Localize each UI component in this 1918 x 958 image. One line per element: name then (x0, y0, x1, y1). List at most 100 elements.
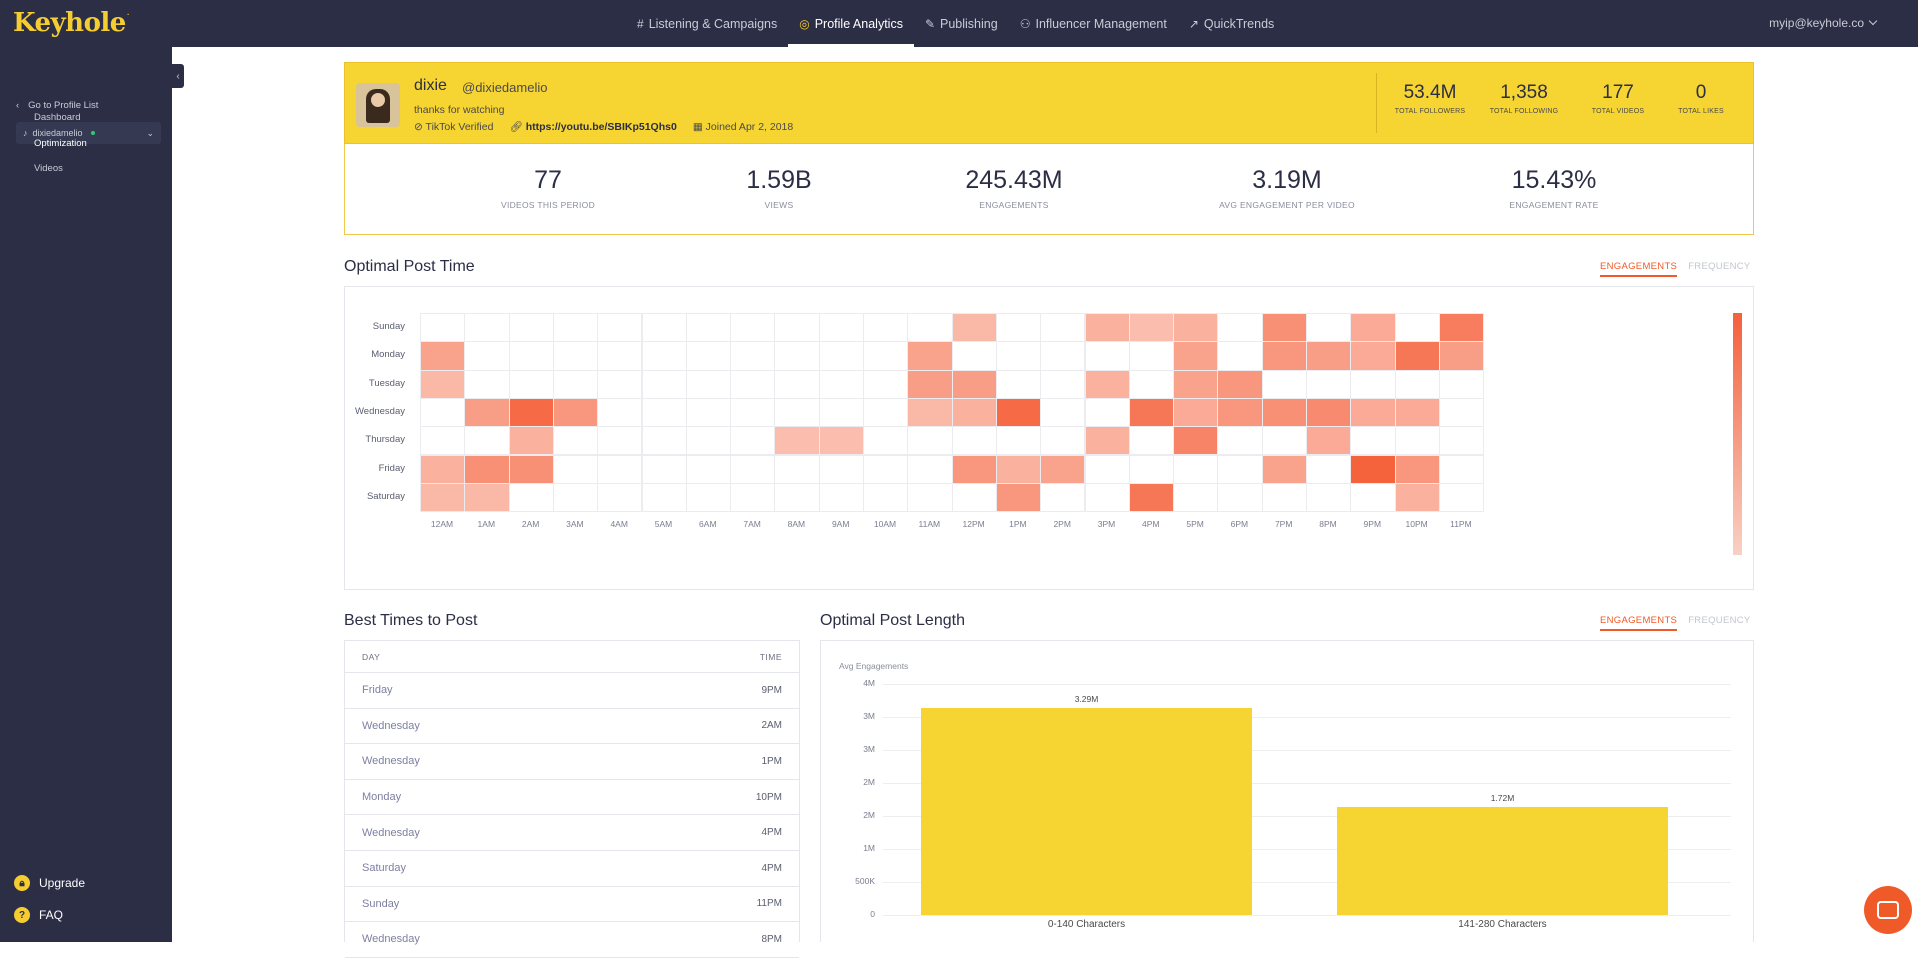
heatmap-cell[interactable] (818, 313, 864, 343)
tab-engagements[interactable]: ENGAGEMENTS (1600, 261, 1678, 277)
heatmap-cell[interactable] (464, 482, 510, 513)
heatmap-cell[interactable] (730, 397, 776, 428)
heatmap-cell[interactable] (1350, 426, 1396, 456)
heatmap-cell[interactable] (1084, 313, 1130, 343)
heatmap-cell[interactable] (730, 341, 776, 371)
heatmap-cell[interactable] (1306, 313, 1352, 343)
heatmap-cell[interactable] (1217, 369, 1263, 399)
heatmap-cell[interactable] (1040, 454, 1086, 484)
heatmap-cell[interactable] (552, 341, 599, 371)
heatmap-cell[interactable] (907, 397, 953, 428)
heatmap-cell[interactable] (597, 369, 643, 399)
heatmap-cell[interactable] (420, 426, 466, 456)
heatmap-cell[interactable] (597, 313, 643, 343)
heatmap-cell[interactable] (508, 454, 554, 484)
heatmap-cell[interactable] (1394, 482, 1440, 513)
heatmap-cell[interactable] (1261, 369, 1307, 399)
heatmap-cell[interactable] (1438, 341, 1485, 371)
heatmap-cell[interactable] (552, 426, 599, 456)
heatmap-cell[interactable] (641, 313, 687, 343)
go-to-profile-list-link[interactable]: ‹ Go to Profile List (16, 100, 99, 111)
heatmap-cell[interactable] (818, 397, 864, 428)
heatmap-cell[interactable] (685, 454, 732, 484)
heatmap-cell[interactable] (1084, 426, 1130, 456)
profile-link[interactable]: https://youtu.be/SBIKp51Qhs0 (525, 121, 677, 133)
heatmap-cell[interactable] (1394, 369, 1440, 399)
heatmap-cell[interactable] (1040, 482, 1086, 513)
heatmap-cell[interactable] (420, 341, 466, 371)
heatmap-cell[interactable] (1350, 341, 1396, 371)
heatmap-cell[interactable] (995, 369, 1042, 399)
heatmap-cell[interactable] (1350, 482, 1396, 513)
heatmap-cell[interactable] (1306, 482, 1352, 513)
heatmap-cell[interactable] (951, 369, 997, 399)
heatmap-cell[interactable] (641, 369, 687, 399)
heatmap-cell[interactable] (730, 454, 776, 484)
user-menu[interactable]: myip@keyhole.co (1769, 16, 1876, 30)
heatmap-cell[interactable] (508, 426, 554, 456)
heatmap-cell[interactable] (774, 454, 820, 484)
heatmap-cell[interactable] (685, 341, 732, 371)
heatmap-cell[interactable] (1173, 397, 1219, 428)
heatmap-cell[interactable] (508, 313, 554, 343)
heatmap-cell[interactable] (641, 341, 687, 371)
heatmap-cell[interactable] (685, 426, 732, 456)
heatmap-cell[interactable] (863, 426, 909, 456)
heatmap-cell[interactable] (1350, 313, 1396, 343)
heatmap-cell[interactable] (1040, 397, 1086, 428)
tab-frequency[interactable]: FREQUENCY (1688, 615, 1751, 626)
heatmap-cell[interactable] (420, 454, 466, 484)
sidebar-item-dashboard[interactable]: Dashboard (34, 112, 81, 123)
heatmap-cell[interactable] (907, 426, 953, 456)
heatmap-cell[interactable] (1350, 454, 1396, 484)
heatmap-cell[interactable] (508, 397, 554, 428)
heatmap-cell[interactable] (597, 454, 643, 484)
sidebar-item-videos[interactable]: Videos (34, 163, 63, 174)
heatmap-cell[interactable] (1128, 454, 1175, 484)
upgrade-link[interactable]: 🔒︎ Upgrade (14, 875, 85, 891)
heatmap-cell[interactable] (1394, 313, 1440, 343)
heatmap-cell[interactable] (951, 426, 997, 456)
heatmap-cell[interactable] (1173, 313, 1219, 343)
heatmap-cell[interactable] (774, 397, 820, 428)
heatmap-cell[interactable] (641, 397, 687, 428)
heatmap-cell[interactable] (907, 369, 953, 399)
heatmap-cell[interactable] (508, 369, 554, 399)
heatmap-cell[interactable] (1261, 313, 1307, 343)
heatmap-cell[interactable] (1217, 397, 1263, 428)
heatmap-cell[interactable] (685, 397, 732, 428)
heatmap-cell[interactable] (995, 397, 1042, 428)
heatmap-cell[interactable] (1394, 454, 1440, 484)
sidebar-collapse-button[interactable]: ‹ (172, 64, 184, 88)
heatmap-cell[interactable] (1438, 369, 1485, 399)
heatmap-cell[interactable] (641, 454, 687, 484)
heatmap-cell[interactable] (597, 341, 643, 371)
heatmap-cell[interactable] (774, 313, 820, 343)
heatmap-cell[interactable] (552, 454, 599, 484)
heatmap-cell[interactable] (863, 397, 909, 428)
heatmap-cell[interactable] (1040, 369, 1086, 399)
heatmap-cell[interactable] (1128, 313, 1175, 343)
heatmap-cell[interactable] (641, 426, 687, 456)
heatmap-cell[interactable] (1217, 313, 1263, 343)
tab-frequency[interactable]: FREQUENCY (1688, 261, 1751, 272)
bar[interactable] (921, 707, 1252, 915)
heatmap-cell[interactable] (464, 369, 510, 399)
heatmap-cell[interactable] (1173, 369, 1219, 399)
heatmap-cell[interactable] (464, 397, 510, 428)
heatmap-cell[interactable] (1394, 341, 1440, 371)
heatmap-cell[interactable] (1394, 397, 1440, 428)
heatmap-cell[interactable] (1261, 426, 1307, 456)
heatmap-cell[interactable] (508, 341, 554, 371)
heatmap-cell[interactable] (1040, 341, 1086, 371)
heatmap-cell[interactable] (552, 397, 599, 428)
heatmap-cell[interactable] (995, 426, 1042, 456)
heatmap-cell[interactable] (730, 482, 776, 513)
heatmap-cell[interactable] (464, 341, 510, 371)
heatmap-cell[interactable] (995, 454, 1042, 484)
heatmap-cell[interactable] (1438, 397, 1485, 428)
heatmap-cell[interactable] (464, 426, 510, 456)
heatmap-cell[interactable] (552, 313, 599, 343)
heatmap-cell[interactable] (1350, 397, 1396, 428)
heatmap-cell[interactable] (464, 313, 510, 343)
